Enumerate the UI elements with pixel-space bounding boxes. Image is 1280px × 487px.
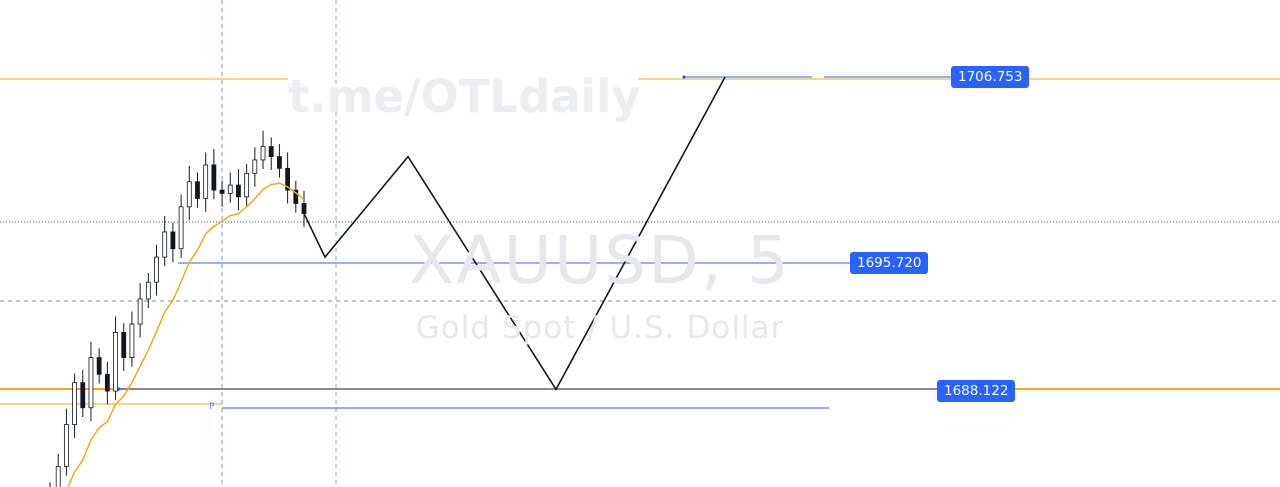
candle-body [145, 281, 151, 300]
candle-body [162, 231, 168, 258]
moving-average-line [67, 182, 305, 487]
watermark-link: t.me/OTLdaily [288, 70, 641, 123]
candle-body [55, 466, 61, 487]
projection-path[interactable] [303, 76, 726, 391]
candle-body [260, 146, 266, 161]
candle-body [88, 357, 94, 409]
candle-body [277, 156, 282, 169]
candle-body [113, 332, 118, 392]
candle-body [203, 164, 209, 199]
candle-body [80, 382, 86, 409]
candle-body [227, 184, 233, 194]
price-label-level-3[interactable]: 1688.122 [937, 380, 1016, 402]
candlestick-series [49, 130, 307, 487]
pivot-label: P [209, 402, 215, 412]
candle-body [104, 373, 110, 392]
candle-body [154, 256, 159, 283]
watermark-description: Gold Spot / U.S. Dollar [415, 310, 785, 346]
candle-body [178, 206, 184, 250]
candle-body [236, 184, 241, 198]
candle-body [268, 146, 274, 157]
level-ray-1688-anchor[interactable] [117, 387, 121, 391]
candle-body [121, 332, 127, 358]
candle-body [186, 181, 192, 208]
candle-body [63, 424, 69, 467]
candle-body [244, 172, 250, 198]
candle-body [211, 164, 217, 191]
candle-body [129, 323, 135, 358]
watermark-symbol: XAUUSD, 5 [409, 222, 791, 299]
candle-body [137, 298, 143, 325]
candle-body [195, 181, 200, 199]
level-ray-1706-anchor[interactable] [682, 75, 686, 79]
candle-body [285, 167, 291, 191]
candle-body [301, 203, 307, 214]
candle-body [293, 189, 299, 204]
candle-body [252, 159, 258, 174]
price-label-level-2[interactable]: 1695.720 [850, 252, 929, 274]
candle-body [170, 231, 176, 250]
candle-body [219, 189, 225, 194]
candle-body [96, 357, 102, 375]
price-label-level-1[interactable]: 1706.753 [951, 66, 1030, 88]
candle-body [72, 382, 77, 425]
